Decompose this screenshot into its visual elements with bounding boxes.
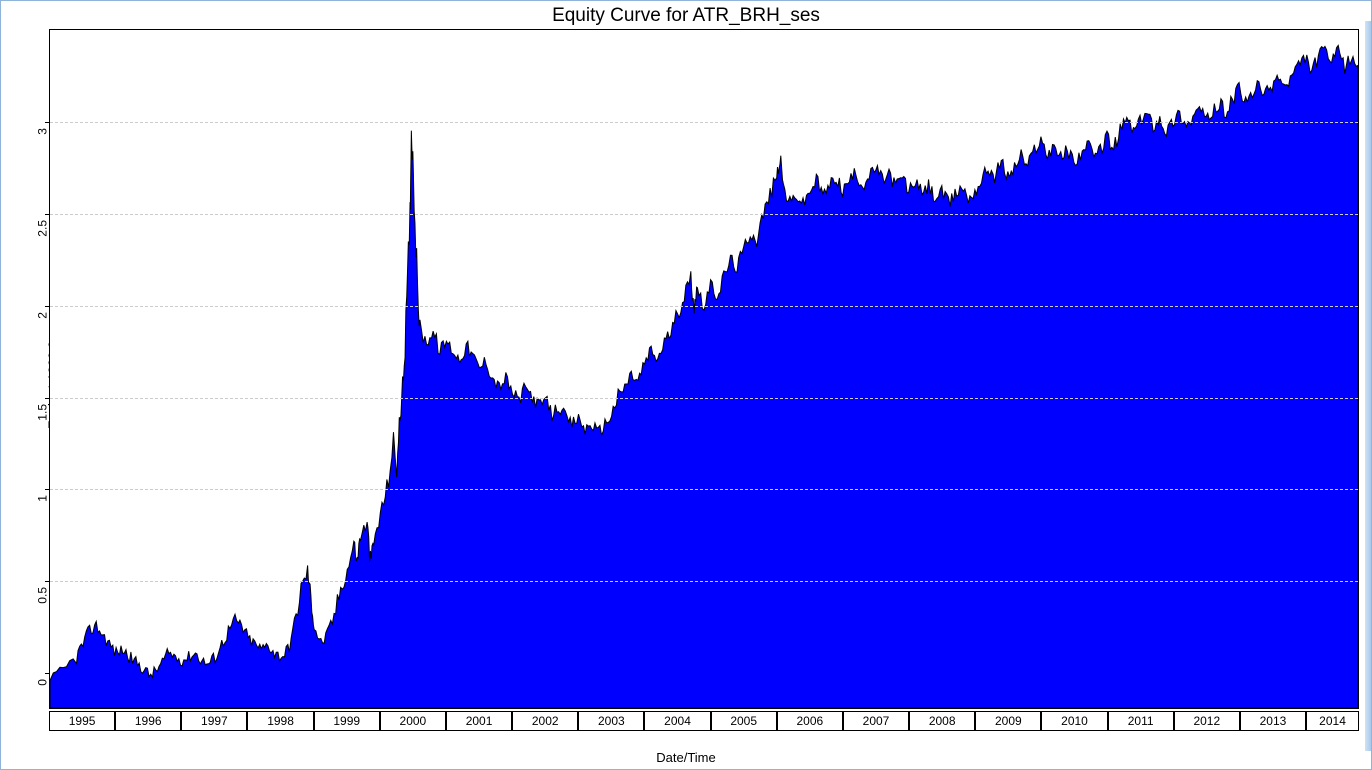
x-tick-box: 2012 [1174,711,1240,731]
chart-title: Equity Curve for ATR_BRH_ses [1,1,1371,27]
y-tick-label: 0 [36,679,50,686]
y-tick-label: 3 [36,128,50,135]
gridline [50,214,1358,215]
x-tick-box: 2006 [777,711,843,731]
x-tick-box: 1999 [314,711,380,731]
y-tick-mark [45,122,50,123]
y-tick-mark [45,306,50,307]
equity-area-chart [50,30,1358,708]
y-tick-label: 2 [36,312,50,319]
x-tick-box: 2008 [909,711,975,731]
window-right-border [1365,21,1371,751]
x-tick-box: 2011 [1108,711,1174,731]
y-tick-mark [45,214,50,215]
y-tick-label: 1 [36,495,50,502]
x-tick-box: 2005 [711,711,777,731]
x-tick-box: 2009 [975,711,1041,731]
x-tick-box: 2007 [843,711,909,731]
plot-area[interactable] [49,29,1359,709]
y-tick-mark [45,489,50,490]
x-tick-box: 2000 [380,711,446,731]
y-tick-mark [45,581,50,582]
x-tick-box: 2010 [1041,711,1107,731]
x-tick-box: 1997 [181,711,247,731]
chart-window: Equity Curve for ATR_BRH_ses Equity * 10… [0,0,1372,770]
y-tick-mark [45,673,50,674]
x-tick-box: 1996 [115,711,181,731]
x-axis-label: Date/Time [656,750,715,765]
x-tick-box: 1998 [247,711,313,731]
gridline [50,489,1358,490]
gridline [50,122,1358,123]
y-tick-label: 2.5 [36,220,50,237]
gridline [50,398,1358,399]
x-tick-box: 2004 [644,711,710,731]
y-tick-label: 0.5 [36,587,50,604]
x-tick-box: 2013 [1240,711,1306,731]
x-tick-box: 2002 [512,711,578,731]
x-tick-box: 2014 [1306,711,1359,731]
gridline [50,306,1358,307]
x-tick-box: 1995 [49,711,115,731]
x-tick-box: 2003 [578,711,644,731]
gridline [50,581,1358,582]
y-tick-label: 1.5 [36,404,50,421]
x-tick-box: 2001 [446,711,512,731]
y-tick-mark [45,398,50,399]
